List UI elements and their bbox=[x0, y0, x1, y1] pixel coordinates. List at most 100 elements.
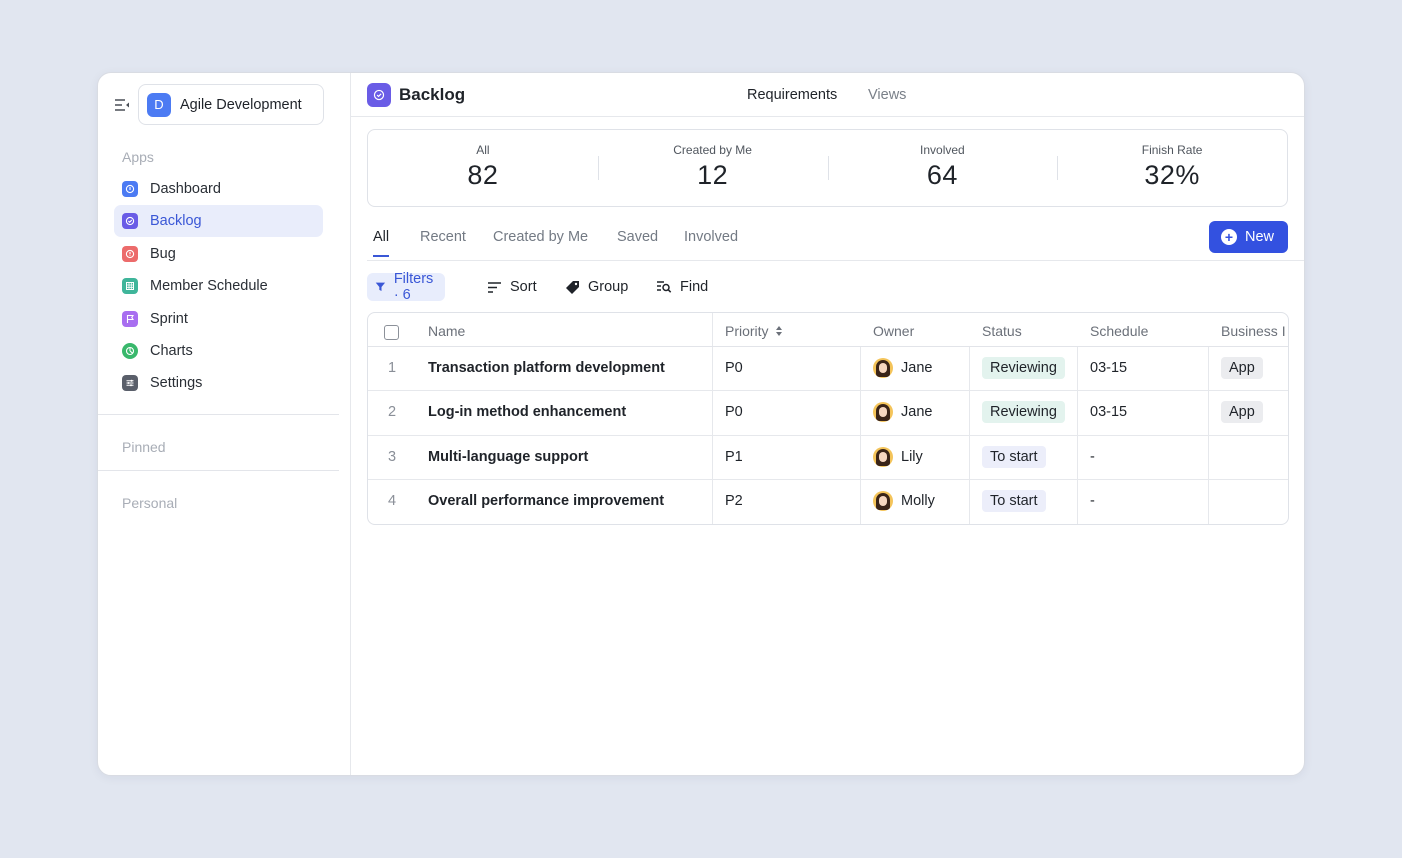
owner-name: Jane bbox=[901, 404, 933, 421]
column-divider bbox=[1077, 435, 1078, 479]
stat-all[interactable]: All 82 bbox=[368, 130, 598, 206]
settings-icon bbox=[122, 375, 138, 392]
column-status[interactable]: Status bbox=[982, 323, 1022, 339]
row-index: 3 bbox=[388, 448, 397, 465]
row-index: 1 bbox=[388, 360, 397, 376]
row-schedule[interactable]: - bbox=[1090, 492, 1095, 509]
row-index: 4 bbox=[388, 492, 397, 509]
column-divider bbox=[860, 391, 861, 435]
column-business[interactable]: Business I bbox=[1221, 323, 1286, 339]
pinned-section-label[interactable]: Pinned bbox=[122, 439, 166, 455]
workspace-switcher[interactable]: D Agile Development bbox=[138, 84, 324, 125]
column-owner[interactable]: Owner bbox=[873, 323, 915, 339]
filters-button[interactable]: Filters · 6 bbox=[367, 271, 446, 303]
avatar bbox=[873, 402, 893, 423]
stat-finish-rate[interactable]: Finish Rate 32% bbox=[1057, 130, 1287, 206]
tab-recent[interactable]: Recent bbox=[420, 229, 466, 245]
select-all-checkbox[interactable] bbox=[384, 325, 399, 340]
column-name[interactable]: Name bbox=[428, 323, 466, 339]
stat-created-by-me[interactable]: Created by Me 12 bbox=[597, 130, 828, 206]
row-name[interactable]: Transaction platform development bbox=[428, 360, 665, 376]
find-button[interactable]: Find bbox=[648, 273, 716, 301]
row-priority[interactable]: P0 bbox=[725, 360, 743, 376]
row-priority[interactable]: P2 bbox=[725, 492, 743, 509]
sidebar-item-label: Sprint bbox=[150, 310, 188, 327]
sidebar-item-label: Bug bbox=[150, 245, 176, 262]
table-row[interactable]: 3 Multi-language support P1 Lily To star… bbox=[368, 435, 1288, 480]
row-owner[interactable]: Lily bbox=[873, 446, 923, 467]
collapse-sidebar-icon[interactable] bbox=[113, 96, 131, 114]
sort-toggle-icon[interactable] bbox=[775, 325, 783, 337]
column-divider bbox=[1077, 479, 1078, 524]
table-row[interactable]: 2 Log-in method enhancement P0 Jane Revi… bbox=[368, 391, 1288, 436]
row-priority[interactable]: P0 bbox=[725, 404, 743, 421]
stat-label: All bbox=[476, 143, 490, 157]
sidebar-divider bbox=[98, 470, 339, 471]
row-name[interactable]: Multi-language support bbox=[428, 448, 589, 465]
backlog-icon bbox=[122, 213, 138, 230]
stat-label: Involved bbox=[920, 143, 965, 157]
group-label: Group bbox=[588, 279, 629, 295]
status-badge[interactable]: To start bbox=[982, 445, 1046, 468]
status-badge[interactable]: Reviewing bbox=[982, 401, 1065, 424]
column-divider bbox=[860, 479, 861, 524]
row-name[interactable]: Overall performance improvement bbox=[428, 492, 665, 509]
tab-saved[interactable]: Saved bbox=[617, 229, 659, 245]
sort-button[interactable]: Sort bbox=[479, 273, 545, 301]
row-schedule[interactable]: - bbox=[1090, 448, 1095, 465]
personal-section-label[interactable]: Personal bbox=[122, 495, 178, 511]
sidebar-item-settings[interactable]: Settings bbox=[114, 367, 323, 399]
status-badge[interactable]: To start bbox=[982, 489, 1046, 512]
sidebar-item-label: Dashboard bbox=[150, 181, 221, 197]
column-priority[interactable]: Priority bbox=[725, 323, 783, 339]
sidebar-item-member-schedule[interactable]: Member Schedule bbox=[114, 270, 323, 302]
tab-created-by-me[interactable]: Created by Me bbox=[493, 229, 589, 245]
status-badge[interactable]: Reviewing bbox=[982, 357, 1065, 379]
column-divider bbox=[1208, 435, 1209, 479]
tab-all[interactable]: All bbox=[373, 229, 390, 257]
filters-label: Filters · 6 bbox=[393, 271, 434, 303]
row-owner[interactable]: Jane bbox=[873, 402, 933, 423]
row-owner[interactable]: Molly bbox=[873, 490, 935, 511]
row-name[interactable]: Log-in method enhancement bbox=[428, 404, 627, 421]
sidebar-item-bug[interactable]: Bug bbox=[114, 238, 323, 270]
new-button-label: New bbox=[1245, 229, 1275, 245]
avatar bbox=[873, 358, 893, 378]
column-divider bbox=[1077, 391, 1078, 435]
page-title: Backlog bbox=[399, 85, 466, 104]
row-priority[interactable]: P1 bbox=[725, 448, 743, 465]
column-divider bbox=[712, 479, 713, 524]
find-label: Find bbox=[680, 279, 709, 295]
sidebar-item-backlog[interactable]: Backlog bbox=[114, 205, 323, 238]
table-row[interactable]: 1 Transaction platform development P0 Ja… bbox=[368, 347, 1288, 392]
sidebar-item-charts[interactable]: Charts bbox=[114, 335, 323, 367]
business-tag[interactable]: App bbox=[1221, 401, 1263, 424]
row-owner[interactable]: Jane bbox=[873, 358, 932, 378]
sidebar-item-sprint[interactable]: Sprint bbox=[114, 303, 323, 335]
column-schedule[interactable]: Schedule bbox=[1090, 323, 1149, 339]
avatar bbox=[873, 446, 893, 467]
sprint-flag-icon bbox=[122, 310, 138, 327]
row-schedule[interactable]: 03-15 bbox=[1090, 360, 1128, 376]
stat-involved[interactable]: Involved 64 bbox=[827, 130, 1058, 206]
row-index: 2 bbox=[388, 404, 397, 421]
business-tag[interactable]: App bbox=[1221, 357, 1263, 379]
sidebar-item-label: Backlog bbox=[150, 213, 202, 230]
apps-section-label: Apps bbox=[122, 149, 154, 165]
group-button[interactable]: Group bbox=[557, 273, 636, 301]
workspace-avatar: D bbox=[147, 92, 171, 117]
stat-label: Finish Rate bbox=[1141, 143, 1203, 157]
stat-value: 82 bbox=[467, 160, 499, 190]
sidebar-item-dashboard[interactable]: Dashboard bbox=[114, 173, 323, 205]
column-divider bbox=[712, 347, 713, 391]
tab-involved[interactable]: Involved bbox=[684, 229, 739, 245]
sidebar: D Agile Development Apps Dashboard Backl… bbox=[98, 73, 351, 775]
row-schedule[interactable]: 03-15 bbox=[1090, 404, 1128, 421]
tab-requirements[interactable]: Requirements bbox=[747, 87, 838, 103]
sidebar-nav: Dashboard Backlog Bug Member Schedule bbox=[114, 173, 323, 400]
new-button[interactable]: + New bbox=[1209, 221, 1288, 253]
table-row[interactable]: 4 Overall performance improvement P2 Mol… bbox=[368, 479, 1288, 524]
backlog-icon bbox=[367, 83, 391, 107]
tab-views[interactable]: Views bbox=[868, 87, 907, 103]
owner-name: Jane bbox=[901, 360, 933, 376]
